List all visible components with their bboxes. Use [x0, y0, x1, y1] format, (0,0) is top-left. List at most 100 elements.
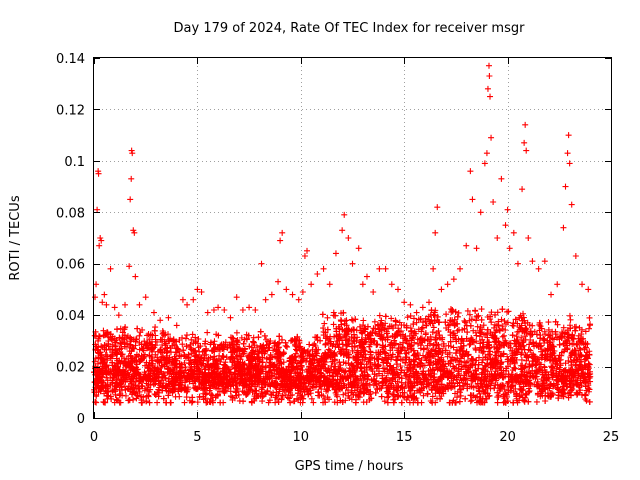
scatter-point [293, 346, 300, 353]
scatter-point [565, 357, 572, 364]
scatter-point [426, 350, 433, 357]
scatter-point [476, 333, 483, 340]
scatter-point [522, 336, 529, 343]
scatter-point [265, 399, 272, 406]
scatter-point [175, 387, 182, 394]
scatter-point [393, 366, 400, 373]
scatter-point [282, 391, 289, 398]
scatter-point [503, 321, 510, 328]
scatter-point [426, 361, 433, 368]
scatter-point [376, 312, 383, 319]
scatter-point [453, 346, 460, 353]
scatter-point [582, 396, 589, 403]
scatter-point [582, 328, 589, 335]
scatter-point [299, 392, 306, 399]
scatter-point [384, 394, 391, 401]
scatter-point [190, 380, 197, 387]
scatter-point [240, 340, 247, 347]
scatter-point [511, 349, 518, 356]
scatter-point [211, 338, 218, 345]
scatter-point [443, 311, 450, 318]
scatter-point [314, 362, 321, 369]
scatter-point [306, 341, 313, 348]
scatter-point [453, 349, 460, 356]
scatter-point [109, 387, 116, 394]
scatter-point [270, 347, 277, 354]
scatter-point [107, 374, 114, 381]
scatter-point [404, 314, 411, 321]
data-marks [91, 62, 594, 406]
scatter-point [410, 315, 417, 322]
scatter-point [109, 346, 116, 353]
scatter-point [136, 332, 143, 339]
scatter-point [438, 381, 445, 388]
scatter-point [356, 323, 363, 330]
scatter-point [313, 366, 320, 373]
scatter-point [339, 326, 346, 333]
scatter-point [233, 329, 240, 336]
scatter-point [200, 363, 207, 370]
scatter-point [435, 377, 442, 384]
scatter-point [586, 314, 593, 321]
scatter-point [514, 328, 521, 335]
scatter-point [154, 399, 161, 406]
scatter-point [114, 326, 121, 333]
scatter-point [381, 398, 388, 405]
scatter-point [204, 329, 211, 336]
scatter-point [526, 387, 533, 394]
scatter-point [355, 380, 362, 387]
scatter-point [354, 334, 361, 341]
scatter-point [136, 346, 143, 353]
scatter-point [505, 308, 512, 315]
scatter-point [553, 365, 560, 372]
scatter-point [182, 335, 189, 342]
scatter-point [529, 340, 536, 347]
scatter-point [334, 370, 341, 377]
scatter-point [552, 355, 559, 362]
scatter-point [276, 333, 283, 340]
scatter-point [223, 384, 230, 391]
scatter-point [297, 399, 304, 406]
scatter-point [574, 341, 581, 348]
scatter-point [318, 391, 325, 398]
scatter-point [542, 331, 549, 338]
scatter-point [310, 399, 317, 406]
scatter-point [550, 336, 557, 343]
scatter-point [487, 355, 494, 362]
scatter-point [417, 342, 424, 349]
scatter-point [488, 319, 495, 326]
scatter-point [363, 380, 370, 387]
scatter-point [373, 330, 380, 337]
scatter-point [438, 393, 445, 400]
scatter-point [413, 319, 420, 326]
scatter-point [91, 358, 98, 365]
scatter-point [124, 340, 131, 347]
scatter-point [181, 399, 188, 406]
scatter-point [196, 393, 203, 400]
scatter-point [464, 307, 471, 314]
scatter-point [388, 315, 395, 322]
scatter-point [153, 338, 160, 345]
scatter-point [518, 334, 525, 341]
scatter-point [121, 355, 128, 362]
scatter-point [118, 340, 125, 347]
scatter-point [578, 326, 585, 333]
scatter-point [512, 385, 519, 392]
scatter-point [203, 390, 210, 397]
scatter-point [325, 346, 332, 353]
scatter-point [348, 343, 355, 350]
scatter-point [428, 370, 435, 377]
scatter-point [394, 353, 401, 360]
scatter-point [520, 310, 527, 317]
scatter-point [481, 331, 488, 338]
scatter-point [306, 351, 313, 358]
scatter-point [219, 353, 226, 360]
scatter-point [494, 309, 501, 316]
scatter-point [133, 395, 140, 402]
scatter-point [126, 348, 133, 355]
scatter-point [139, 326, 146, 333]
scatter-point [367, 364, 374, 371]
scatter-point [545, 326, 552, 333]
scatter-point [263, 336, 270, 343]
